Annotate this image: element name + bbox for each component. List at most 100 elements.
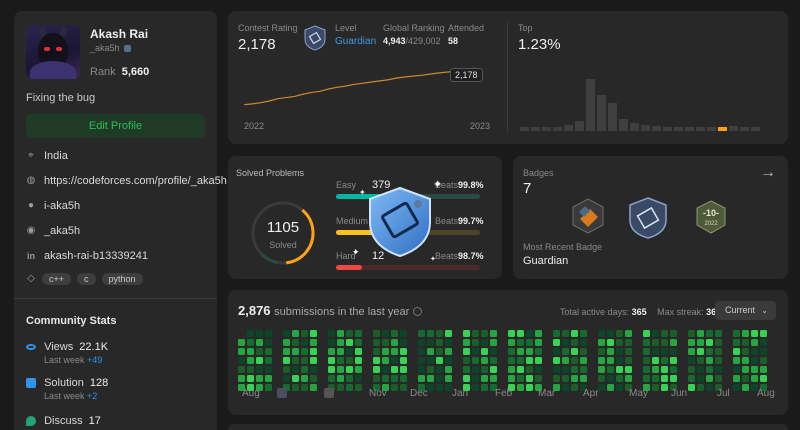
heatmap-cell[interactable]: [526, 348, 533, 355]
heatmap-cell[interactable]: [337, 339, 344, 346]
heatmap-cell[interactable]: [751, 384, 758, 391]
heatmap-cell[interactable]: [283, 348, 290, 355]
heatmap-cell[interactable]: [373, 330, 380, 337]
heatmap-cell[interactable]: [715, 366, 722, 373]
heatmap-cell[interactable]: [256, 366, 263, 373]
heatmap-cell[interactable]: [373, 366, 380, 373]
heatmap-cell[interactable]: [391, 348, 398, 355]
website-link[interactable]: https://codeforces.com/profile/_aka5h: [44, 175, 227, 187]
heatmap-cell[interactable]: [355, 384, 362, 391]
heatmap-cell[interactable]: [643, 348, 650, 355]
heatmap-cell[interactable]: [427, 384, 434, 391]
heatmap-cell[interactable]: [652, 375, 659, 382]
heatmap-cell[interactable]: [571, 330, 578, 337]
edit-profile-button[interactable]: Edit Profile: [26, 114, 205, 138]
heatmap-cell[interactable]: [742, 357, 749, 364]
heatmap-cell[interactable]: [247, 330, 254, 337]
heatmap-cell[interactable]: [760, 348, 767, 355]
heatmap-cell[interactable]: [580, 339, 587, 346]
heatmap-cell[interactable]: [733, 330, 740, 337]
heatmap-cell[interactable]: [310, 366, 317, 373]
heatmap-cell[interactable]: [751, 330, 758, 337]
heatmap-cell[interactable]: [382, 339, 389, 346]
heatmap-cell[interactable]: [688, 375, 695, 382]
heatmap-cell[interactable]: [607, 330, 614, 337]
heatmap-cell[interactable]: [535, 366, 542, 373]
heatmap-cell[interactable]: [346, 384, 353, 391]
heatmap-cell[interactable]: [508, 357, 515, 364]
heatmap-cell[interactable]: [265, 375, 272, 382]
heatmap-cell[interactable]: [562, 375, 569, 382]
heatmap-cell[interactable]: [760, 375, 767, 382]
heatmap-cell[interactable]: [706, 375, 713, 382]
heatmap-cell[interactable]: [598, 339, 605, 346]
heatmap-cell[interactable]: [697, 330, 704, 337]
heatmap-cell[interactable]: [328, 384, 335, 391]
heatmap-cell[interactable]: [310, 357, 317, 364]
heatmap-cell[interactable]: [256, 339, 263, 346]
heatmap-cell[interactable]: [607, 384, 614, 391]
heatmap-cell[interactable]: [607, 357, 614, 364]
heatmap-cell[interactable]: [760, 384, 767, 391]
heatmap-cell[interactable]: [391, 339, 398, 346]
heatmap-cell[interactable]: [490, 384, 497, 391]
heatmap-cell[interactable]: [391, 375, 398, 382]
heatmap-cell[interactable]: [598, 330, 605, 337]
heatmap-cell[interactable]: [715, 339, 722, 346]
heatmap-cell[interactable]: [526, 366, 533, 373]
heatmap-cell[interactable]: [463, 366, 470, 373]
heatmap-cell[interactable]: [292, 384, 299, 391]
heatmap-cell[interactable]: [697, 366, 704, 373]
heatmap-cell[interactable]: [373, 348, 380, 355]
heatmap-cell[interactable]: [292, 339, 299, 346]
heatmap-cell[interactable]: [661, 339, 668, 346]
heatmap-cell[interactable]: [400, 357, 407, 364]
heatmap-cell[interactable]: [247, 366, 254, 373]
heatmap-cell[interactable]: [256, 348, 263, 355]
heatmap-cell[interactable]: [742, 375, 749, 382]
heatmap-cell[interactable]: [418, 384, 425, 391]
heatmap-cell[interactable]: [310, 339, 317, 346]
heatmap-cell[interactable]: [337, 366, 344, 373]
heatmap-cell[interactable]: [706, 384, 713, 391]
heatmap-cell[interactable]: [427, 339, 434, 346]
heatmap-cell[interactable]: [301, 348, 308, 355]
skill-tag[interactable]: c++: [42, 273, 72, 285]
heatmap-cell[interactable]: [526, 330, 533, 337]
heatmap-cell[interactable]: [400, 348, 407, 355]
heatmap-cell[interactable]: [472, 357, 479, 364]
heatmap-cell[interactable]: [733, 384, 740, 391]
heatmap-cell[interactable]: [355, 375, 362, 382]
heatmap-cell[interactable]: [355, 366, 362, 373]
heatmap-cell[interactable]: [256, 330, 263, 337]
heatmap-cell[interactable]: [760, 339, 767, 346]
heatmap-cell[interactable]: [751, 375, 758, 382]
heatmap-cell[interactable]: [472, 384, 479, 391]
heatmap-cell[interactable]: [238, 366, 245, 373]
heatmap-cell[interactable]: [508, 366, 515, 373]
heatmap-cell[interactable]: [580, 357, 587, 364]
heatmap-cell[interactable]: [292, 357, 299, 364]
heatmap-cell[interactable]: [463, 348, 470, 355]
heatmap-cell[interactable]: [436, 339, 443, 346]
heatmap-cell[interactable]: [661, 384, 668, 391]
heatmap-cell[interactable]: [337, 357, 344, 364]
heatmap-cell[interactable]: [562, 348, 569, 355]
heatmap-cell[interactable]: [463, 357, 470, 364]
heatmap-cell[interactable]: [355, 339, 362, 346]
heatmap-cell[interactable]: [301, 366, 308, 373]
heatmap-cell[interactable]: [625, 348, 632, 355]
heatmap-cell[interactable]: [445, 366, 452, 373]
heatmap-cell[interactable]: [247, 384, 254, 391]
heatmap-cell[interactable]: [625, 375, 632, 382]
heatmap-cell[interactable]: [301, 357, 308, 364]
heatmap-cell[interactable]: [535, 330, 542, 337]
heatmap-cell[interactable]: [490, 366, 497, 373]
heatmap-cell[interactable]: [391, 357, 398, 364]
heatmap-cell[interactable]: [427, 375, 434, 382]
heatmap-cell[interactable]: [490, 339, 497, 346]
heatmap-cell[interactable]: [742, 384, 749, 391]
heatmap-cell[interactable]: [553, 366, 560, 373]
heatmap-cell[interactable]: [265, 384, 272, 391]
heatmap-cell[interactable]: [418, 357, 425, 364]
